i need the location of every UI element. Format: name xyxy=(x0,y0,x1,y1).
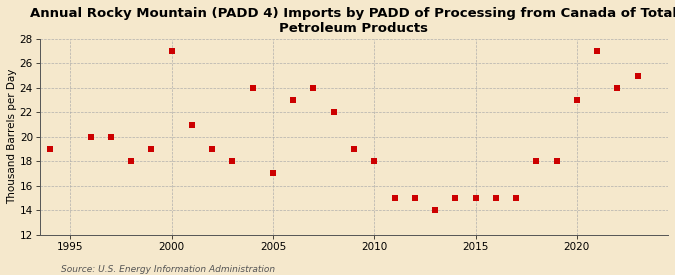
Point xyxy=(45,147,55,151)
Title: Annual Rocky Mountain (PADD 4) Imports by PADD of Processing from Canada of Tota: Annual Rocky Mountain (PADD 4) Imports b… xyxy=(30,7,675,35)
Point xyxy=(267,171,278,176)
Point xyxy=(592,49,603,53)
Point xyxy=(612,86,623,90)
Point xyxy=(348,147,359,151)
Point xyxy=(166,49,177,53)
Point xyxy=(186,122,197,127)
Text: Source: U.S. Energy Information Administration: Source: U.S. Energy Information Administ… xyxy=(61,265,275,274)
Point xyxy=(511,196,522,200)
Point xyxy=(429,208,440,212)
Y-axis label: Thousand Barrels per Day: Thousand Barrels per Day xyxy=(7,69,17,204)
Point xyxy=(572,98,583,102)
Point xyxy=(308,86,319,90)
Point xyxy=(551,159,562,163)
Point xyxy=(450,196,461,200)
Point xyxy=(328,110,339,114)
Point xyxy=(207,147,217,151)
Point xyxy=(126,159,136,163)
Point xyxy=(146,147,157,151)
Point xyxy=(491,196,502,200)
Point xyxy=(531,159,542,163)
Point xyxy=(409,196,420,200)
Point xyxy=(369,159,379,163)
Point xyxy=(105,134,116,139)
Point xyxy=(632,73,643,78)
Point xyxy=(288,98,298,102)
Point xyxy=(470,196,481,200)
Point xyxy=(247,86,258,90)
Point xyxy=(227,159,238,163)
Point xyxy=(85,134,96,139)
Point xyxy=(389,196,400,200)
